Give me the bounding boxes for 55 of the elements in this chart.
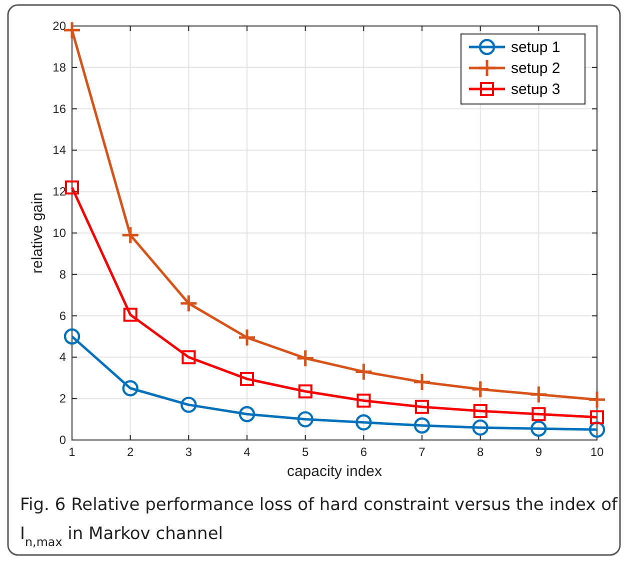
x-tick-label: 4 bbox=[244, 445, 251, 459]
x-tick-label: 5 bbox=[302, 445, 309, 459]
point bbox=[530, 420, 547, 437]
point bbox=[472, 419, 488, 436]
point bbox=[356, 414, 372, 431]
point bbox=[590, 410, 604, 424]
point bbox=[296, 348, 315, 368]
x-axis-title: capacity index bbox=[286, 463, 383, 480]
legend-label: setup 3 bbox=[511, 81, 560, 98]
y-tick-label: 14 bbox=[52, 143, 66, 158]
y-tick-label: 20 bbox=[52, 19, 66, 33]
y-axis-title: relative gain bbox=[29, 192, 46, 274]
y-tick-label: 16 bbox=[52, 102, 66, 116]
y-tick-label: 18 bbox=[52, 60, 66, 74]
point bbox=[588, 422, 606, 438]
y-tick-label: 0 bbox=[59, 433, 66, 447]
text: Fig. 6 Relative performance loss of hard constraint versus the index of I$_{n,max}$ in Markov channel bbox=[20, 495, 618, 549]
point bbox=[240, 372, 254, 386]
y-tick-label: 8 bbox=[59, 267, 66, 282]
point bbox=[529, 385, 548, 404]
point bbox=[356, 394, 371, 408]
y-tick-label: 4 bbox=[59, 350, 66, 364]
x-tick-label: 10 bbox=[590, 445, 604, 459]
x-tick-label: 1 bbox=[68, 445, 76, 459]
point bbox=[122, 380, 138, 396]
point bbox=[238, 406, 256, 422]
x-tick-label: 2 bbox=[126, 445, 134, 459]
x-tick-label: 8 bbox=[476, 445, 484, 459]
point bbox=[414, 417, 430, 434]
point bbox=[415, 400, 429, 414]
point bbox=[297, 411, 314, 428]
point bbox=[238, 328, 256, 347]
point bbox=[123, 308, 138, 322]
point bbox=[121, 226, 140, 244]
point bbox=[473, 404, 488, 418]
x-tick-label: 7 bbox=[418, 445, 426, 459]
legend-label: setup 1 bbox=[511, 39, 560, 56]
point bbox=[471, 380, 490, 399]
x-tick-label: 6 bbox=[360, 445, 368, 459]
point bbox=[180, 396, 197, 413]
point bbox=[588, 390, 606, 409]
point bbox=[179, 294, 198, 313]
point bbox=[65, 180, 79, 194]
point bbox=[298, 384, 312, 398]
x-tick-label: 3 bbox=[185, 445, 192, 459]
point bbox=[412, 372, 432, 392]
y-tick-label: 6 bbox=[59, 308, 66, 323]
point bbox=[182, 350, 196, 364]
y-tick-label: 10 bbox=[52, 226, 66, 240]
x-tick-label: 9 bbox=[535, 445, 542, 459]
point bbox=[532, 407, 546, 422]
point bbox=[64, 328, 80, 345]
y-tick-label: 2 bbox=[59, 392, 66, 406]
point bbox=[354, 362, 373, 381]
legend-label: setup 2 bbox=[511, 60, 560, 77]
